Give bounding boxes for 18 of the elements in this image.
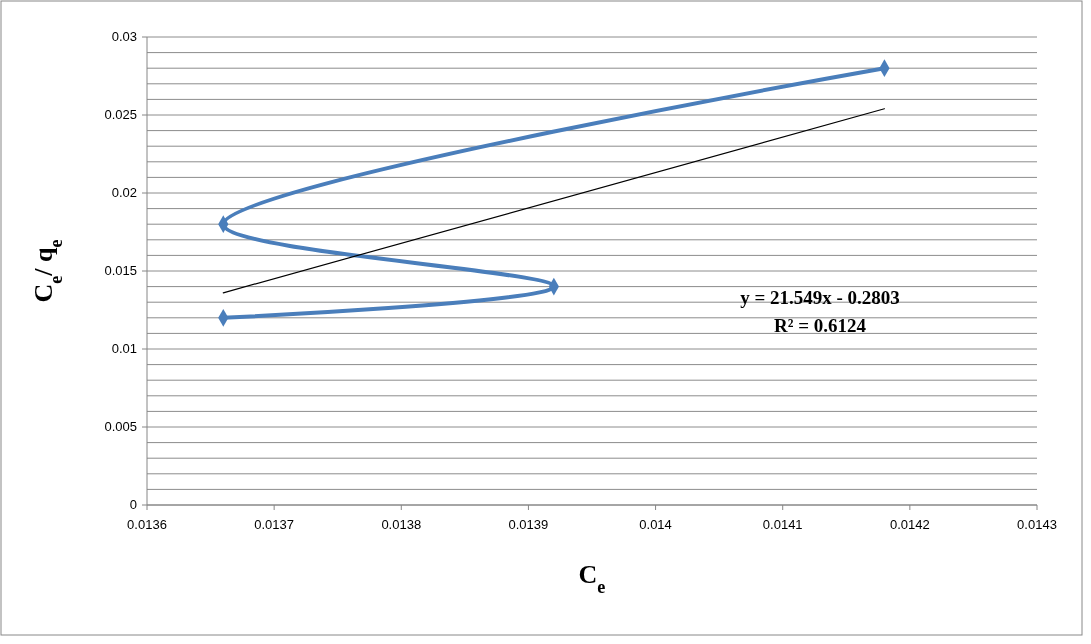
x-axis-title: C$_{e}$ — [578, 560, 606, 597]
x-tick-label: 0.0137 — [254, 517, 295, 532]
y-tick-label: 0.025 — [104, 107, 137, 122]
x-tick-label: 0.0136 — [127, 517, 167, 532]
y-tick-label: 0.03 — [111, 29, 137, 44]
y-tick-label: 0.005 — [104, 419, 137, 434]
y-tick-label: 0 — [129, 497, 137, 512]
annotation: R² = 0.6124 — [774, 315, 867, 336]
x-tick-label: 0.014 — [639, 517, 672, 532]
x-tick-label: 0.0143 — [1017, 517, 1057, 532]
x-tick-label: 0.0141 — [762, 517, 803, 532]
annotation: y = 21.549x - 0.2803 — [740, 287, 900, 308]
y-tick-label: 0.015 — [104, 263, 137, 278]
x-tick-label: 0.0139 — [508, 517, 549, 532]
x-tick-label: 0.0138 — [381, 517, 422, 532]
x-tick-label: 0.0142 — [889, 517, 930, 532]
y-tick-label: 0.01 — [111, 341, 137, 356]
y-tick-label: 0.02 — [111, 185, 137, 200]
